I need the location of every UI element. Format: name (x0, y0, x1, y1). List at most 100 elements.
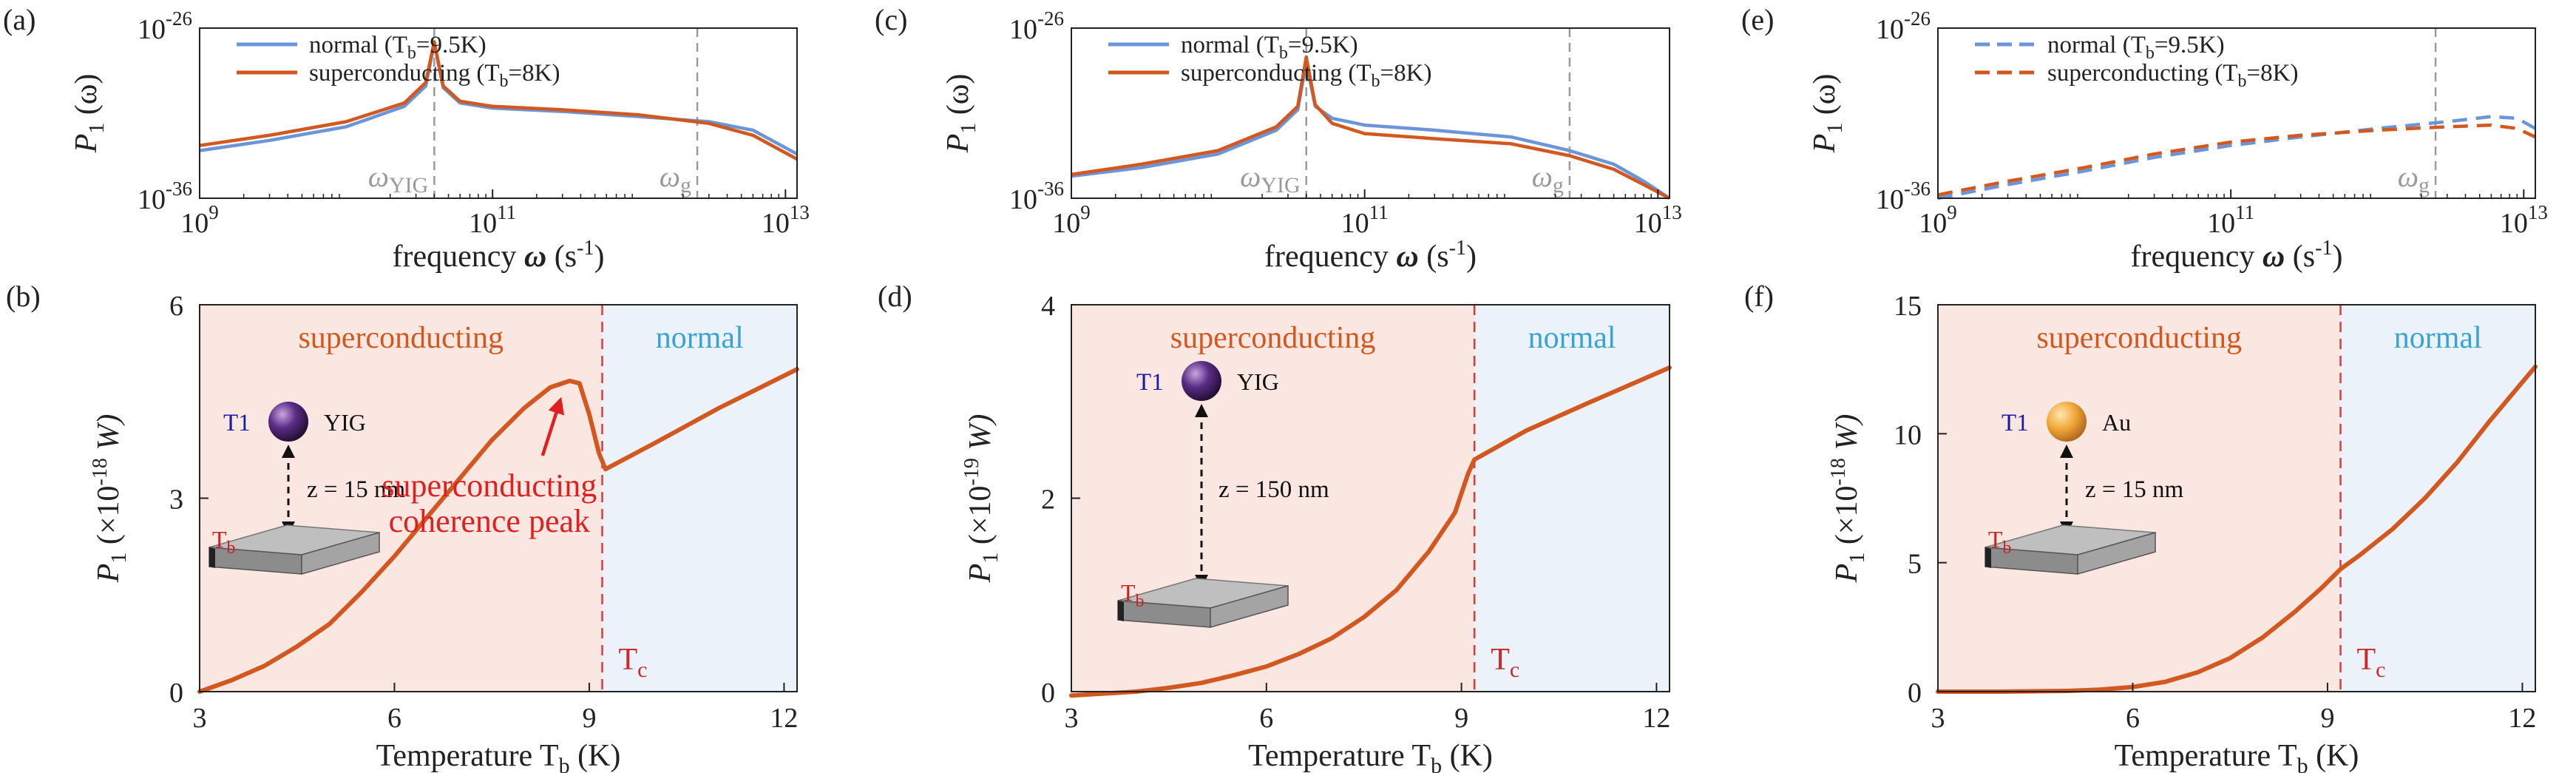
x-axis-title-symbol: ω (2263, 240, 2285, 274)
region-label-superconducting: superconducting (2036, 321, 2242, 355)
x-axis-title-text: Temperature T (1248, 739, 1431, 773)
tc-subscript: c (637, 658, 647, 682)
x-axis-title-exponent: -1 (577, 237, 594, 260)
region-label-normal: normal (656, 321, 744, 355)
substrate-label-text: T (212, 526, 227, 553)
tick-exponent: 13 (1662, 201, 1682, 223)
inset-material-label: YIG (1237, 368, 1279, 395)
y-axis-title-scale: (×10 (1830, 485, 1864, 552)
inset-material-label: Au (2102, 409, 2131, 436)
legend-text-tail: =8K) (509, 60, 560, 87)
x-axis-title-text: frequency (393, 240, 524, 274)
x-tick-label: 3 (1931, 703, 1945, 734)
y-axis-title: P1 (ω) (1808, 74, 1847, 154)
y-axis-title-exponent: -18 (1827, 458, 1850, 485)
y-tick-label: 4 (1041, 291, 1055, 322)
tick-base: 10 (138, 184, 166, 215)
x-tick-label: 109 (1052, 201, 1091, 239)
tick-exponent: 13 (2528, 201, 2548, 223)
x-tick-label: 1013 (762, 201, 810, 239)
x-axis-title-subscript: b (1431, 754, 1442, 773)
legend-text: normal (T (309, 32, 407, 58)
tc-symbol: T (619, 643, 638, 677)
tc-subscript: c (1510, 658, 1519, 682)
legend-entry-normal: normal (Tb=9.5K) (1181, 32, 1358, 63)
x-axis-title-text: Temperature T (2115, 739, 2297, 773)
y-axis-title-symbol: P (70, 134, 104, 154)
legend-text-tail: =9.5K) (1288, 32, 1358, 58)
tc-label: Tc (2357, 643, 2386, 682)
legend-text: normal (T (2047, 32, 2146, 58)
x-axis-title-exponent: -1 (2315, 237, 2332, 260)
legend-subscript: b (2238, 72, 2247, 91)
x-axis-title-close: ) (2332, 240, 2342, 274)
tc-symbol: T (2357, 643, 2376, 677)
series-superconducting-line (1069, 365, 1672, 698)
panel-label: (d) (878, 280, 912, 313)
region-label-superconducting: superconducting (1170, 321, 1376, 355)
y-axis-title-unit: (ω) (941, 74, 975, 123)
tick-exponent: 9 (209, 201, 219, 223)
y-tick-label: 10-26 (1009, 7, 1064, 45)
substrate-label-text: T (1988, 526, 2003, 553)
panel-label: (f) (1744, 280, 1774, 313)
label-omega-g: ωg (660, 160, 691, 198)
legend-entry-superconducting: superconducting (Tb=8K) (1181, 60, 1431, 91)
particle-sphere-yig (268, 402, 308, 442)
tick-base: 10 (469, 208, 497, 239)
y-tick-label: 10 (1894, 419, 1922, 450)
omega-symbol: ω (2398, 160, 2419, 193)
region-label-normal: normal (1528, 321, 1616, 355)
x-tick-label: 1011 (2207, 201, 2254, 239)
y-tick-label: 6 (169, 291, 183, 322)
tick-base: 10 (1052, 208, 1080, 239)
particle-sphere-au (2047, 402, 2087, 442)
inset-distance-label: z = 150 nm (1218, 476, 1329, 503)
annotation-line1: superconducting (382, 467, 597, 504)
normal-region (602, 305, 797, 692)
tc-label: Tc (619, 643, 648, 682)
x-axis-title: frequency ω (s-1) (1264, 237, 1477, 274)
tick-exponent: 11 (2235, 201, 2254, 223)
y-axis-title: P1 (ω) (941, 74, 980, 154)
x-axis-title: Temperature Tb (K) (376, 739, 621, 773)
slab-side-face (301, 532, 380, 575)
legend-text-tail: =9.5K) (416, 32, 487, 58)
plot-frame (1937, 304, 2536, 692)
substrate-slab: Tb (209, 524, 380, 575)
series-normal-line (1071, 60, 1671, 200)
inset-t1-label: T1 (223, 410, 251, 436)
superconducting-region (200, 305, 603, 692)
x-tick-label: 3 (193, 703, 207, 734)
y-axis-title-symbol: P (92, 564, 126, 584)
series-superconducting-line (1936, 364, 2538, 694)
x-tick-label: 6 (387, 703, 401, 734)
y-axis-title: P1 (×10-19 W) (960, 414, 1003, 584)
x-axis-title-unit: (K) (570, 739, 621, 773)
omega-symbol: ω (1240, 160, 1261, 193)
tick-exponent: 13 (790, 201, 810, 223)
panel-label: (b) (6, 280, 41, 313)
substrate-slab: Tb (1117, 578, 1289, 628)
y-tick-label: 10-26 (1876, 7, 1931, 45)
x-axis-title: frequency ω (s-1) (2131, 237, 2343, 274)
omega-subscript: g (2419, 173, 2430, 198)
substrate-label: Tb (212, 526, 236, 558)
tc-label: Tc (1491, 643, 1519, 682)
y-axis-title-subscript: 1 (1845, 553, 1869, 564)
y-tick-label: 10-36 (138, 178, 192, 215)
particle-sphere-yig (1182, 361, 1221, 401)
tick-exponent: 11 (1369, 201, 1389, 223)
legend-entry-superconducting: superconducting (Tb=8K) (309, 60, 560, 91)
tick-base: 10 (1876, 14, 1904, 45)
panel-label: (a) (3, 3, 35, 36)
inset-t1-label: T1 (1136, 369, 1164, 396)
label-omega-yig: ωYIG (368, 160, 429, 198)
y-axis-title-unit: (ω) (70, 74, 104, 123)
y-tick-label: 3 (169, 485, 183, 516)
y-axis-title: P1 (×10-18 W) (89, 414, 131, 584)
plot-frame (1071, 27, 1670, 199)
plot-frame (1937, 27, 2536, 199)
legend-entry-normal: normal (Tb=9.5K) (2047, 32, 2225, 63)
slab-dark-edge (1985, 547, 1991, 568)
